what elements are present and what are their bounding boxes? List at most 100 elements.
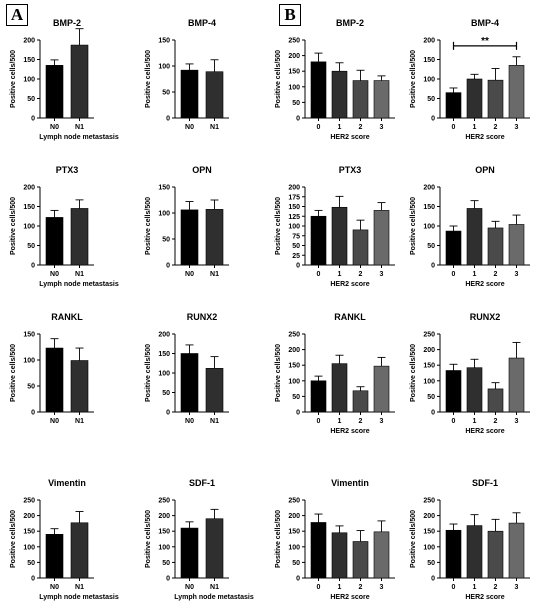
a-bmp2-ytick-label-0: 0 [31, 116, 35, 123]
a-vimentin-ytick-label-5: 250 [23, 498, 35, 505]
b-bmp2-xtick-label-0: 0 [317, 124, 321, 131]
a-ptx3-ylabel: Positive cells/500 [10, 197, 17, 255]
a-bmp2-ytick-label-4: 200 [23, 38, 35, 45]
a-sdf1-ytick-label-0: 0 [166, 576, 170, 583]
b-opn-bar-2 [487, 227, 504, 266]
b-sdf1-bar-3 [508, 522, 525, 579]
b-sdf1-bar-0 [445, 529, 462, 579]
b-ptx3-xlabel: HER2 score [330, 281, 369, 288]
b-vimentin-ytick-label-0: 0 [296, 576, 300, 583]
b-ptx3-ytick-label-4: 100 [288, 224, 300, 231]
a-ptx3-ytick-label-2: 100 [23, 224, 35, 231]
a-bmp4-ylabel: Positive cells/500 [145, 50, 152, 108]
a-vimentin-ylabel: Positive cells/500 [10, 510, 17, 568]
b-vimentin-ytick-label-1: 50 [292, 560, 300, 567]
b-bmp2-title: BMP-2 [336, 18, 364, 28]
b-ptx3-bar-1 [331, 206, 348, 266]
b-vimentin-xtick-label-1: 1 [338, 584, 342, 591]
a-rankl-bar-0 [45, 347, 64, 413]
b-runx2-ytick-label-3: 150 [423, 363, 435, 370]
a-sdf1-ytick-label-2: 100 [158, 544, 170, 551]
b-sdf1-ytick-label-3: 150 [423, 529, 435, 536]
a-vimentin-bar-0 [45, 534, 64, 579]
b-runx2-ytick-label-0: 0 [431, 410, 435, 417]
b-opn-xtick-label-3: 3 [515, 271, 519, 278]
a-rankl-ytick-label-3: 150 [23, 332, 35, 339]
b-bmp4-xtick-label-3: 3 [515, 124, 519, 131]
b-opn-ylabel: Positive cells/500 [410, 197, 417, 255]
b-ptx3-ylabel: Positive cells/500 [275, 197, 282, 255]
a-opn-ylabel: Positive cells/500 [145, 197, 152, 255]
a-opn-ytick-label-0: 0 [166, 263, 170, 270]
a-runx2-ytick-label-0: 0 [166, 410, 170, 417]
a-ptx3-xtick-label-1: N1 [75, 271, 84, 278]
panel-label-a: A [6, 4, 28, 26]
b-rankl-xtick-label-2: 2 [359, 418, 363, 425]
b-opn-xlabel: HER2 score [465, 281, 504, 288]
b-bmp4-ytick-label-4: 200 [423, 38, 435, 45]
b-sdf1-xtick-label-1: 1 [473, 584, 477, 591]
b-sdf1-bar-2 [487, 530, 504, 579]
a-bmp2-bar-1 [70, 44, 89, 119]
a-bmp2-bar-0 [45, 65, 64, 119]
b-vimentin-bar-3 [373, 531, 390, 579]
b-ptx3-xtick-label-2: 2 [359, 271, 363, 278]
a-runx2-xtick-label-0: N0 [185, 418, 194, 425]
b-ptx3-ytick-label-1: 25 [292, 253, 300, 260]
a-runx2-ytick-label-2: 100 [158, 371, 170, 378]
b-rankl-ytick-label-1: 50 [292, 394, 300, 401]
a-sdf1-xtick-label-1: N1 [210, 584, 219, 591]
b-runx2-bar-2 [487, 388, 504, 413]
b-vimentin-ytick-label-4: 200 [288, 513, 300, 520]
b-ptx3-ytick-label-6: 150 [288, 204, 300, 211]
b-vimentin-ytick-label-2: 100 [288, 544, 300, 551]
b-bmp4-bar-0 [445, 92, 462, 119]
a-bmp2-xlabel: Lymph node metastasis [39, 134, 119, 141]
b-sdf1-ytick-label-2: 100 [423, 544, 435, 551]
a-vimentin-ytick-label-0: 0 [31, 576, 35, 583]
b-bmp2-ytick-label-1: 50 [292, 100, 300, 107]
b-ptx3-ytick-label-8: 200 [288, 185, 300, 192]
b-bmp4-ytick-label-3: 150 [423, 57, 435, 64]
a-bmp4-xtick-label-0: N0 [185, 124, 194, 131]
b-bmp4-ytick-label-2: 100 [423, 77, 435, 84]
a-runx2-ylabel: Positive cells/500 [145, 344, 152, 402]
b-sdf1-xtick-label-0: 0 [452, 584, 456, 591]
a-opn-ytick-label-2: 100 [158, 211, 170, 218]
b-sdf1-xtick-label-3: 3 [515, 584, 519, 591]
a-ptx3-xlabel: Lymph node metastasis [39, 281, 119, 288]
a-bmp4-bar-1 [205, 71, 224, 119]
a-sdf1-bar-1 [205, 518, 224, 579]
b-vimentin-xtick-label-3: 3 [380, 584, 384, 591]
b-sdf1-ytick-label-4: 200 [423, 513, 435, 520]
b-rankl-xtick-label-0: 0 [317, 418, 321, 425]
b-ptx3-xtick-label-3: 3 [380, 271, 384, 278]
b-rankl-ytick-label-5: 250 [288, 332, 300, 339]
b-bmp2-bar-3 [373, 80, 390, 119]
b-vimentin-ytick-label-3: 150 [288, 529, 300, 536]
b-rankl-xtick-label-3: 3 [380, 418, 384, 425]
b-bmp4-bar-1 [466, 78, 483, 119]
b-opn-ytick-label-3: 150 [423, 204, 435, 211]
b-runx2-xtick-label-3: 3 [515, 418, 519, 425]
b-bmp2-ytick-label-2: 100 [288, 84, 300, 91]
a-vimentin-ytick-label-3: 150 [23, 529, 35, 536]
b-bmp2-ytick-label-5: 250 [288, 38, 300, 45]
b-rankl-ylabel: Positive cells/500 [275, 344, 282, 402]
b-runx2-bar-3 [508, 357, 525, 413]
a-ptx3-ytick-label-0: 0 [31, 263, 35, 270]
a-opn-ytick-label-3: 150 [158, 185, 170, 192]
b-runx2-xtick-label-1: 1 [473, 418, 477, 425]
a-sdf1-ytick-label-5: 250 [158, 498, 170, 505]
b-rankl-bar-3 [373, 365, 390, 413]
b-sdf1-xtick-label-2: 2 [494, 584, 498, 591]
a-runx2-ytick-label-3: 150 [158, 351, 170, 358]
b-bmp2-bar-0 [310, 61, 327, 119]
a-bmp4-bar-0 [180, 69, 199, 119]
b-sdf1-ytick-label-5: 250 [423, 498, 435, 505]
b-ptx3-ytick-label-0: 0 [296, 263, 300, 270]
a-sdf1-xlabel: Lymph node metastasis [174, 594, 254, 601]
a-ptx3-ytick-label-4: 200 [23, 185, 35, 192]
